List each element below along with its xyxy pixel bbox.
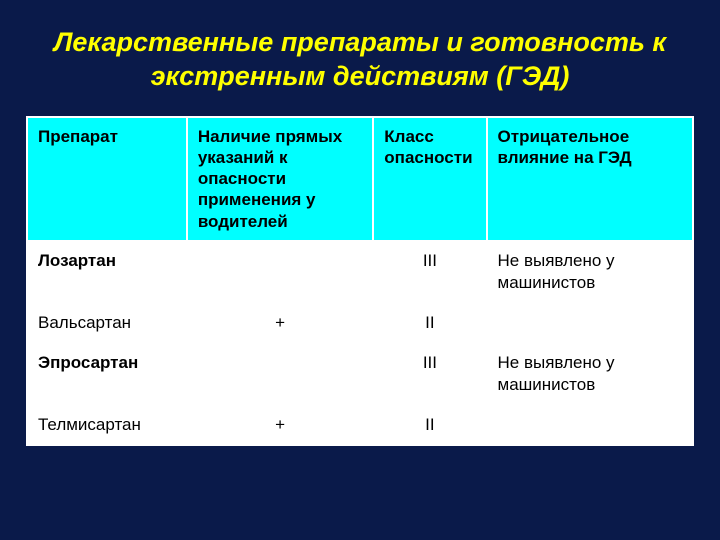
- cell-class: III: [373, 241, 486, 303]
- col-header-class: Класс опасности: [373, 117, 486, 241]
- cell-drug: Лозартан: [27, 241, 187, 303]
- cell-negative: Не выявлено у машинистов: [487, 241, 693, 303]
- cell-negative: [487, 303, 693, 343]
- cell-negative: [487, 405, 693, 445]
- slide: Лекарственные препараты и готовность к э…: [0, 0, 720, 540]
- cell-class: II: [373, 405, 486, 445]
- cell-direct: +: [187, 405, 373, 445]
- table-row: Лозартан III Не выявлено у машинистов: [27, 241, 693, 303]
- table-row: Эпросартан III Не выявлено у машинистов: [27, 343, 693, 405]
- slide-title: Лекарственные препараты и готовность к э…: [26, 26, 694, 94]
- cell-drug: Вальсартан: [27, 303, 187, 343]
- cell-negative: Не выявлено у машинистов: [487, 343, 693, 405]
- cell-drug: Телмисартан: [27, 405, 187, 445]
- cell-drug: Эпросартан: [27, 343, 187, 405]
- table-row: Телмисартан + II: [27, 405, 693, 445]
- cell-direct: [187, 241, 373, 303]
- col-header-drug: Препарат: [27, 117, 187, 241]
- table-header-row: Препарат Наличие прямых указаний к опасн…: [27, 117, 693, 241]
- col-header-negative: Отрицательное влияние на ГЭД: [487, 117, 693, 241]
- cell-direct: [187, 343, 373, 405]
- cell-direct: +: [187, 303, 373, 343]
- cell-class: II: [373, 303, 486, 343]
- cell-class: III: [373, 343, 486, 405]
- table-row: Вальсартан + II: [27, 303, 693, 343]
- drug-table: Препарат Наличие прямых указаний к опасн…: [26, 116, 694, 447]
- col-header-direct: Наличие прямых указаний к опасности прим…: [187, 117, 373, 241]
